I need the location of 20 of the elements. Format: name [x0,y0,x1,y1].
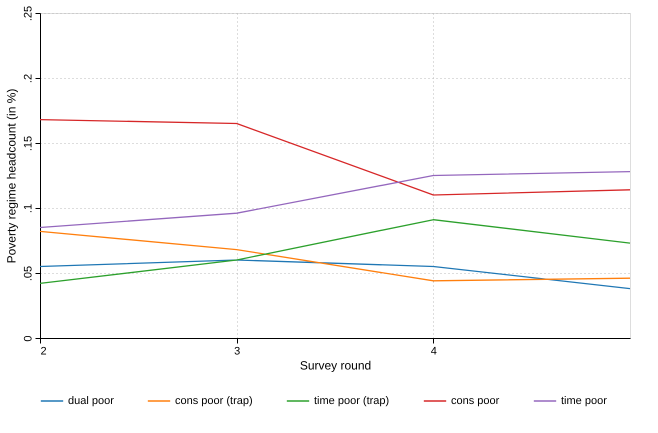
legend-label: time poor [561,395,608,407]
legend-label: cons poor [451,395,500,407]
y-tick-label: .1 [22,204,34,214]
legend-label: dual poor [68,395,114,407]
y-axis-title: Poverty regime headcount (in %) [4,88,18,264]
y-tick-label: 0 [22,335,34,342]
x-axis-title: Survey round [300,358,372,372]
x-tick-label: 4 [430,346,437,358]
x-tick-label: 3 [234,346,240,358]
y-tick-label: .15 [22,136,34,152]
legend-label: cons poor (trap) [175,395,253,407]
y-tick-label: .2 [22,74,34,84]
y-tick-label: .25 [22,6,34,22]
line-series [39,230,631,282]
line-series [39,219,631,284]
line-series [39,118,631,196]
legend-label: time poor (trap) [314,395,390,407]
y-tick-label: .05 [22,266,34,282]
line-series [39,170,631,228]
x-tick-label: 2 [40,346,47,358]
